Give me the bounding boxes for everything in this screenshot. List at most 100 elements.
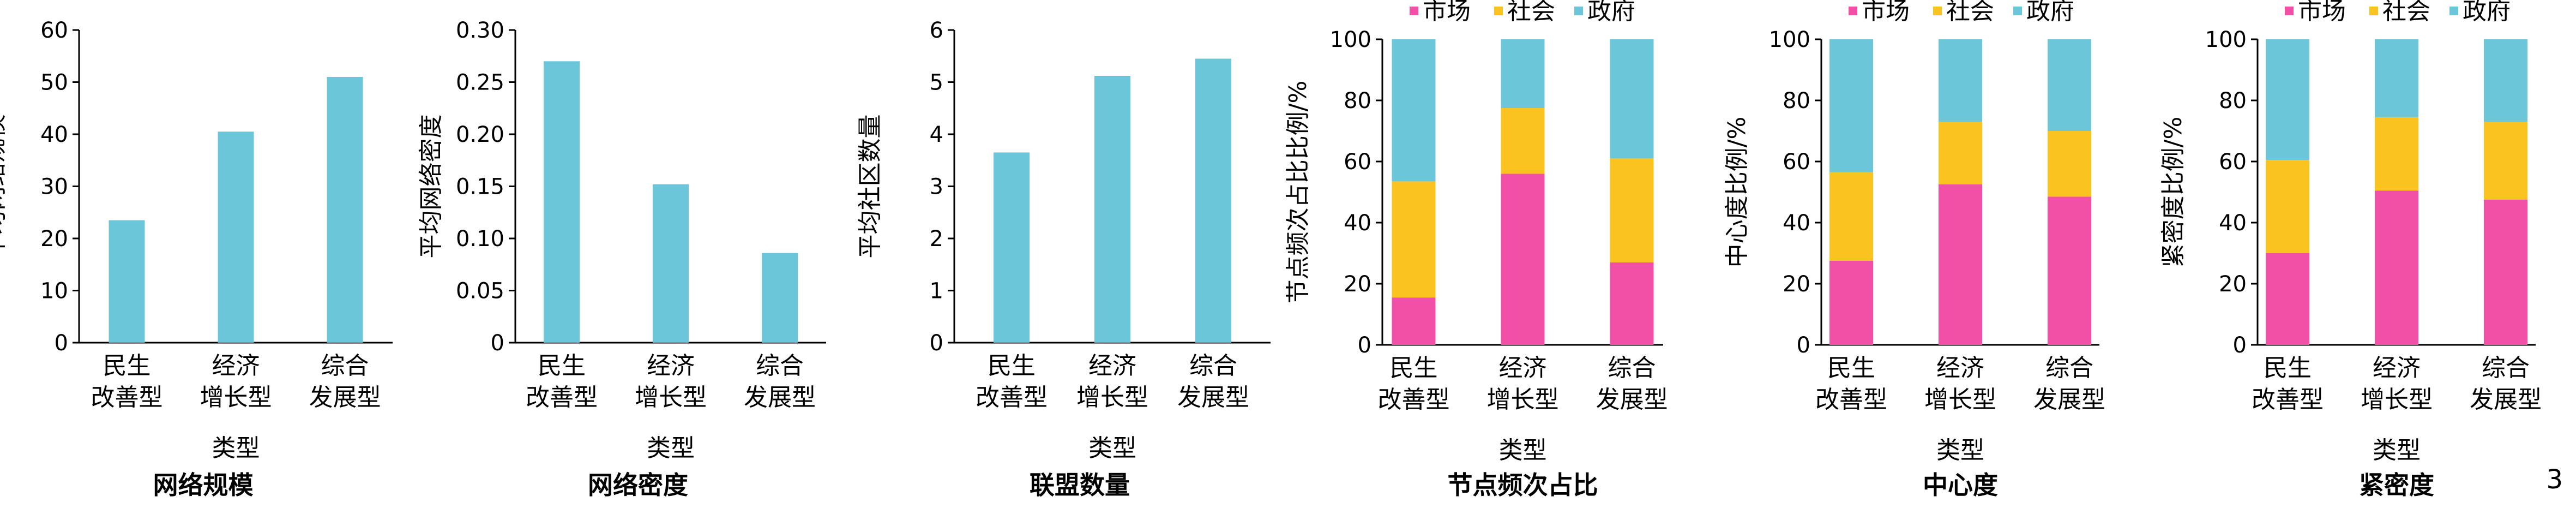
legend-swatch-government — [2013, 7, 2022, 15]
bar-1 — [994, 152, 1030, 343]
x-tick-label: 综合 — [1608, 354, 1656, 382]
y-tick-label: 30 — [40, 175, 68, 200]
panel-title: 网络密度 — [588, 470, 688, 500]
x-tick-label: 综合 — [1189, 352, 1237, 380]
x-tick-label: 经济 — [1936, 354, 1984, 382]
y-tick-label: 60 — [1783, 150, 1810, 175]
y-tick-label: 0 — [2233, 333, 2247, 358]
y-tick-label: 0 — [55, 331, 68, 356]
bar-segment-market — [2266, 253, 2309, 345]
x-tick-label: 民生 — [2264, 354, 2312, 382]
panel-title: 中心度 — [1923, 470, 1998, 500]
bar-segment-government — [2375, 39, 2418, 117]
y-axis-title: 紧密度比例/% — [2159, 117, 2187, 268]
x-tick-label: 发展型 — [309, 384, 381, 411]
x-tick-label: 民生 — [1827, 354, 1875, 382]
y-tick-label: 3 — [930, 175, 943, 200]
x-tick-label: 经济 — [647, 352, 695, 380]
legend-label: 市场 — [1862, 0, 1910, 25]
x-tick-label: 改善型 — [1815, 386, 1887, 414]
bar-segment-market — [1392, 297, 1436, 345]
legend-swatch-government — [1574, 7, 1583, 15]
legend-label: 社会 — [1946, 0, 1994, 25]
x-axis-title: 类型 — [1088, 434, 1136, 462]
y-tick-label: 20 — [40, 226, 68, 252]
bar-3 — [1195, 58, 1231, 343]
y-tick-label: 60 — [2219, 150, 2247, 175]
x-axis-title: 类型 — [2373, 437, 2421, 464]
x-tick-label: 改善型 — [91, 384, 163, 411]
legend-swatch-society — [2369, 7, 2378, 15]
legend: 市场 社会 政府 — [1410, 0, 1635, 25]
panel-title: 联盟数量 — [1030, 470, 1130, 500]
y-axis-title: 平均网络规模 — [0, 115, 9, 259]
x-tick-label: 经济 — [1499, 354, 1547, 382]
y-tick-label: 2 — [930, 226, 943, 252]
y-tick-label: 80 — [2219, 88, 2247, 113]
x-tick-label: 改善型 — [976, 384, 1048, 411]
x-tick-label: 增长型 — [1924, 386, 1996, 414]
x-tick-label: 改善型 — [2252, 386, 2324, 414]
bar-segment-government — [1501, 39, 1545, 108]
x-tick-label: 发展型 — [1596, 386, 1668, 414]
x-tick-label: 综合 — [2482, 354, 2530, 382]
panel-title: 紧密度 — [2359, 470, 2434, 500]
x-tick-label: 经济 — [1088, 352, 1136, 380]
bar-segment-market — [1501, 174, 1545, 345]
x-tick-label: 改善型 — [526, 384, 598, 411]
x-axis-title: 类型 — [212, 434, 260, 462]
legend-label: 政府 — [2026, 0, 2074, 25]
y-tick-label: 6 — [930, 18, 943, 43]
y-tick-label: 60 — [40, 18, 68, 43]
bar-segment-society — [2375, 117, 2418, 191]
legend-label: 政府 — [2463, 0, 2511, 25]
legend-label: 社会 — [1507, 0, 1555, 25]
bar-segment-government — [1610, 39, 1654, 159]
y-tick-label: 20 — [2219, 272, 2247, 297]
x-tick-label: 民生 — [988, 352, 1036, 380]
x-tick-label: 增长型 — [1487, 386, 1559, 414]
x-tick-label: 发展型 — [2470, 386, 2542, 414]
x-tick-label: 增长型 — [200, 384, 272, 411]
y-tick-label: 0 — [1358, 333, 1371, 358]
panel-title: 节点频次占比 — [1448, 470, 1598, 500]
y-tick-label: 80 — [1344, 88, 1371, 113]
bar-segment-market — [1939, 184, 1982, 345]
y-tick-label: 0.30 — [456, 18, 504, 43]
y-tick-label: 0.15 — [456, 175, 504, 200]
x-tick-label: 综合 — [321, 352, 369, 380]
x-tick-label: 经济 — [212, 352, 260, 380]
y-tick-label: 100 — [2205, 27, 2247, 52]
bar-segment-government — [1939, 39, 1982, 122]
page-number: 3 — [2546, 464, 2563, 495]
bar-1 — [544, 61, 580, 343]
x-tick-label: 综合 — [756, 352, 804, 380]
x-tick-label: 改善型 — [1378, 386, 1450, 414]
bar-segment-society — [1501, 108, 1545, 174]
y-axis-title: 平均网络密度 — [417, 115, 445, 259]
x-tick-label: 综合 — [2045, 354, 2093, 382]
y-tick-label: 20 — [1344, 272, 1371, 297]
bar-3 — [327, 76, 363, 343]
y-tick-label: 80 — [1783, 88, 1810, 113]
bar-segment-government — [2048, 39, 2091, 131]
y-axis-title: 中心度比例/% — [1723, 117, 1751, 268]
x-tick-label: 增长型 — [635, 384, 707, 411]
bar-segment-market — [2375, 190, 2418, 345]
bar-1 — [109, 220, 145, 343]
y-tick-label: 40 — [40, 122, 68, 147]
legend-swatch-society — [1494, 7, 1503, 15]
x-tick-label: 增长型 — [2361, 386, 2433, 414]
bar-segment-market — [2048, 196, 2091, 345]
legend-label: 政府 — [1587, 0, 1635, 25]
bar-segment-market — [1829, 261, 1873, 345]
x-axis-title: 类型 — [1499, 437, 1547, 464]
y-tick-label: 40 — [1344, 211, 1371, 236]
y-axis-title: 节点频次占比比例/% — [1284, 81, 1312, 304]
x-tick-label: 发展型 — [744, 384, 816, 411]
x-tick-label: 民生 — [103, 352, 151, 380]
x-tick-label: 发展型 — [2033, 386, 2105, 414]
